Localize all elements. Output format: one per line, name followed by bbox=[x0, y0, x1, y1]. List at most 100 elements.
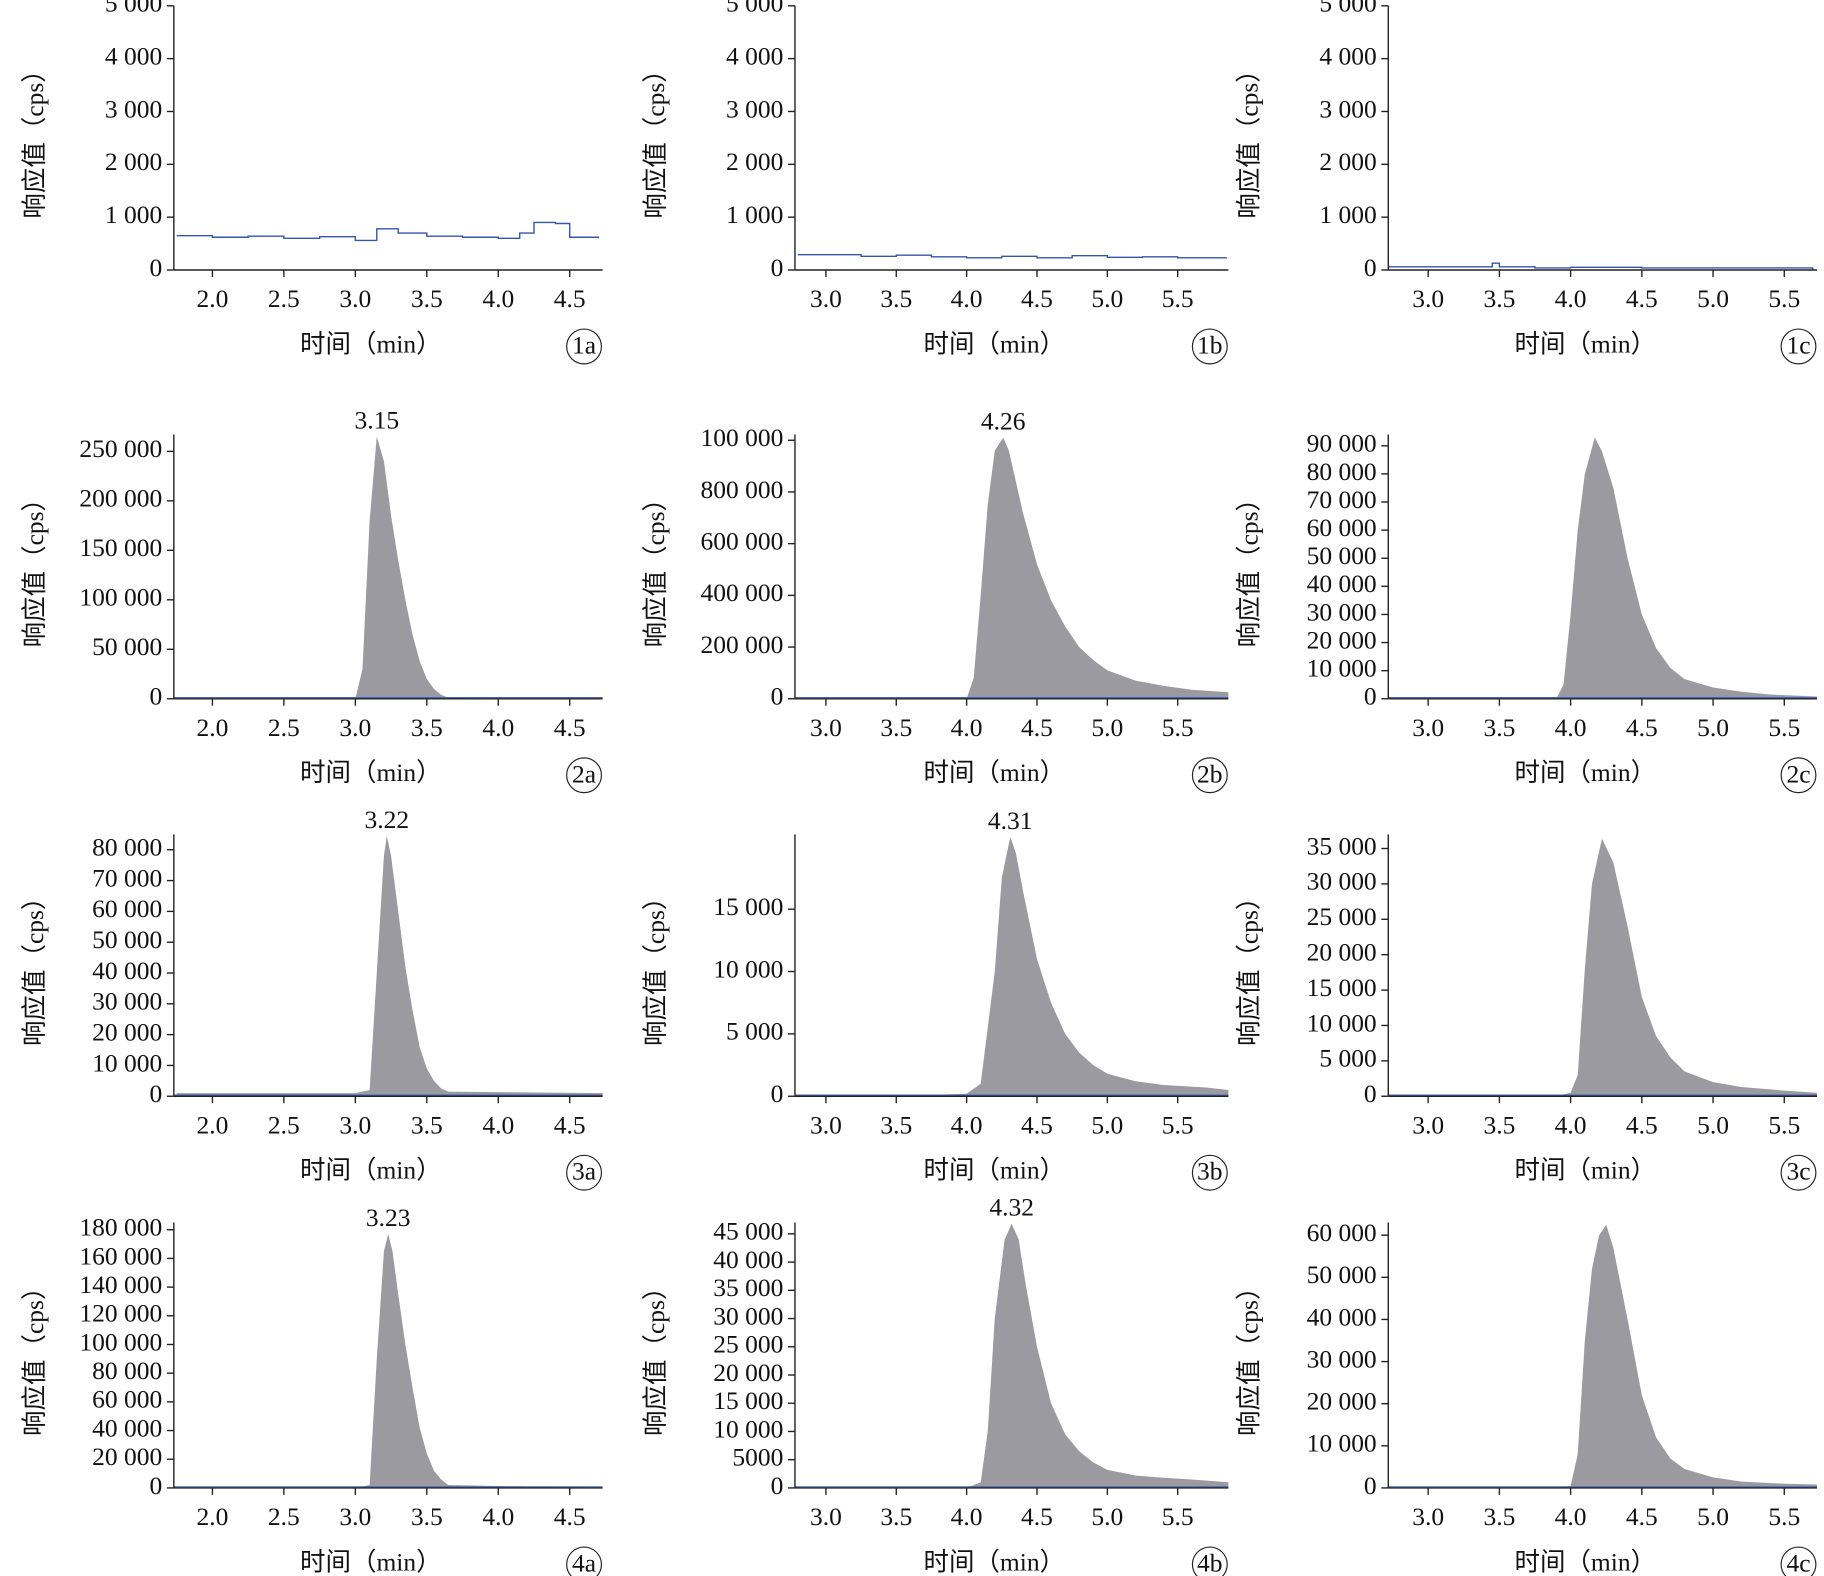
y-tick-label: 30 000 bbox=[1307, 1344, 1377, 1373]
x-tick-label: 5.5 bbox=[1162, 284, 1194, 313]
peak-label: 4.31 bbox=[988, 806, 1033, 835]
peak-label: 4.32 bbox=[989, 1193, 1034, 1222]
panel-badge bbox=[1191, 1546, 1228, 1576]
y-axis-label: 响应值（cps） bbox=[641, 885, 670, 1046]
y-tick-label: 40 000 bbox=[92, 1413, 162, 1442]
y-tick-label: 200 000 bbox=[79, 484, 162, 513]
x-axis-label: 时间（min） bbox=[923, 1156, 1065, 1185]
x-axis-label: 时间（min） bbox=[300, 758, 442, 787]
y-tick-label: 1 000 bbox=[105, 200, 162, 229]
x-tick-label: 4.5 bbox=[1021, 284, 1053, 313]
x-tick-label: 4.0 bbox=[482, 713, 514, 742]
y-tick-label: 35 000 bbox=[713, 1273, 783, 1302]
panel-label: 2b bbox=[1197, 759, 1222, 788]
y-tick-label: 10 000 bbox=[1307, 1008, 1377, 1037]
x-tick-label: 3.0 bbox=[1412, 713, 1444, 742]
y-axis-label: 响应值（cps） bbox=[20, 486, 49, 647]
peak-area bbox=[1388, 838, 1818, 1097]
x-tick-label: 4.0 bbox=[951, 284, 983, 313]
panel-label: 1b bbox=[1197, 330, 1222, 359]
x-tick-label: 4.5 bbox=[1021, 1502, 1053, 1531]
y-tick-label: 0 bbox=[1364, 253, 1377, 282]
panel-label: 2c bbox=[1786, 759, 1810, 788]
peak-label: 3.23 bbox=[366, 1203, 411, 1232]
x-tick-label: 3.5 bbox=[1483, 1110, 1515, 1139]
panel-label: 4a bbox=[572, 1548, 596, 1576]
panel: 0 1 000 2 000 3 000 4 000 5 000 3.0 3.5 4.0 4.5 5.… bbox=[641, 0, 1229, 365]
x-tick-label: 5.5 bbox=[1162, 1110, 1194, 1139]
panel-label: 1c bbox=[1786, 330, 1810, 359]
x-tick-label: 3.0 bbox=[810, 713, 842, 742]
y-tick-label: 0 bbox=[149, 1079, 162, 1108]
x-tick-label: 2.0 bbox=[196, 284, 228, 313]
panel-badge bbox=[566, 1154, 603, 1191]
x-tick-label: 3.0 bbox=[1412, 284, 1444, 313]
y-tick-label: 5 000 bbox=[105, 0, 162, 18]
y-tick-label: 100 000 bbox=[79, 1327, 162, 1356]
peak-area bbox=[176, 835, 603, 1097]
y-tick-label: 0 bbox=[149, 1471, 162, 1500]
y-tick-label: 5 000 bbox=[1319, 0, 1376, 18]
x-tick-label: 4.0 bbox=[482, 1110, 514, 1139]
y-tick-label: 70 000 bbox=[92, 863, 162, 892]
x-tick-label: 4.5 bbox=[554, 1110, 586, 1139]
x-axis-label: 时间（min） bbox=[1514, 758, 1656, 787]
x-tick-label: 3.5 bbox=[411, 284, 443, 313]
x-tick-label: 5.5 bbox=[1768, 1110, 1800, 1139]
panel: 0 10 000 20 000 30 000 40 000 50 000 60 000 3.0… bbox=[1234, 1218, 1818, 1576]
y-tick-label: 0 bbox=[1364, 1079, 1377, 1108]
y-tick-label: 10 000 bbox=[713, 954, 783, 983]
y-axis-label: 响应值（cps） bbox=[641, 57, 670, 218]
x-tick-label: 3.0 bbox=[810, 1110, 842, 1139]
y-tick-label: 120 000 bbox=[79, 1299, 162, 1328]
x-tick-label: 3.5 bbox=[880, 1110, 912, 1139]
x-tick-label: 3.5 bbox=[880, 284, 912, 313]
trace-line bbox=[176, 221, 600, 242]
y-axis-label: 响应值（cps） bbox=[20, 1275, 49, 1436]
y-tick-label: 60 000 bbox=[92, 894, 162, 923]
y-axis-label: 响应值（cps） bbox=[20, 885, 49, 1046]
y-axis-label: 响应值（cps） bbox=[1234, 57, 1263, 218]
y-tick-label: 0 bbox=[771, 1471, 784, 1500]
y-axis-label: 响应值（cps） bbox=[1234, 1275, 1263, 1436]
x-tick-label: 2.0 bbox=[196, 713, 228, 742]
x-tick-label: 5.0 bbox=[1091, 1110, 1123, 1139]
y-tick-label: 140 000 bbox=[79, 1270, 162, 1299]
panel-badge bbox=[1191, 328, 1228, 365]
x-tick-label: 3.5 bbox=[1483, 1502, 1515, 1531]
y-axis-label: 响应值（cps） bbox=[641, 486, 670, 647]
x-tick-label: 3.0 bbox=[339, 1110, 371, 1139]
x-tick-label: 4.5 bbox=[554, 713, 586, 742]
x-tick-label: 2.5 bbox=[268, 284, 300, 313]
y-axis-label: 响应值（cps） bbox=[1234, 885, 1263, 1046]
y-tick-label: 30 000 bbox=[1307, 597, 1377, 626]
y-tick-label: 0 bbox=[771, 1079, 784, 1108]
x-tick-label: 2.5 bbox=[268, 713, 300, 742]
trace-line bbox=[1388, 262, 1814, 271]
y-tick-label: 60 000 bbox=[1307, 1218, 1377, 1247]
x-tick-label: 4.0 bbox=[1555, 284, 1587, 313]
x-axis-label: 时间（min） bbox=[923, 758, 1065, 787]
x-tick-label: 3.5 bbox=[880, 713, 912, 742]
y-tick-label: 80 000 bbox=[92, 1356, 162, 1385]
y-tick-label: 3 000 bbox=[1319, 94, 1376, 123]
y-tick-label: 0 bbox=[771, 682, 784, 711]
x-tick-label: 3.0 bbox=[339, 284, 371, 313]
y-tick-label: 60 000 bbox=[1307, 513, 1377, 542]
x-tick-label: 4.5 bbox=[1626, 1502, 1658, 1531]
x-tick-label: 3.5 bbox=[411, 1110, 443, 1139]
x-tick-label: 5.0 bbox=[1697, 284, 1729, 313]
y-tick-label: 0 bbox=[1364, 682, 1377, 711]
y-tick-label: 40 000 bbox=[1307, 569, 1377, 598]
y-tick-label: 5 000 bbox=[726, 1017, 783, 1046]
y-tick-label: 10 000 bbox=[92, 1048, 162, 1077]
panel-badge bbox=[1191, 757, 1228, 794]
y-tick-label: 150 000 bbox=[79, 533, 162, 562]
y-tick-label: 400 000 bbox=[701, 578, 784, 607]
y-tick-label: 90 000 bbox=[1307, 429, 1377, 458]
panel: 0 1 000 2 000 3 000 4 000 5 000 2.0 2.5 3.0 3.5 4.… bbox=[20, 0, 603, 365]
panel: 0 5 000 10 000 15 000 3.0 3.5 4.0 4.5 5.0 5.5 响应值（… bbox=[641, 806, 1229, 1191]
